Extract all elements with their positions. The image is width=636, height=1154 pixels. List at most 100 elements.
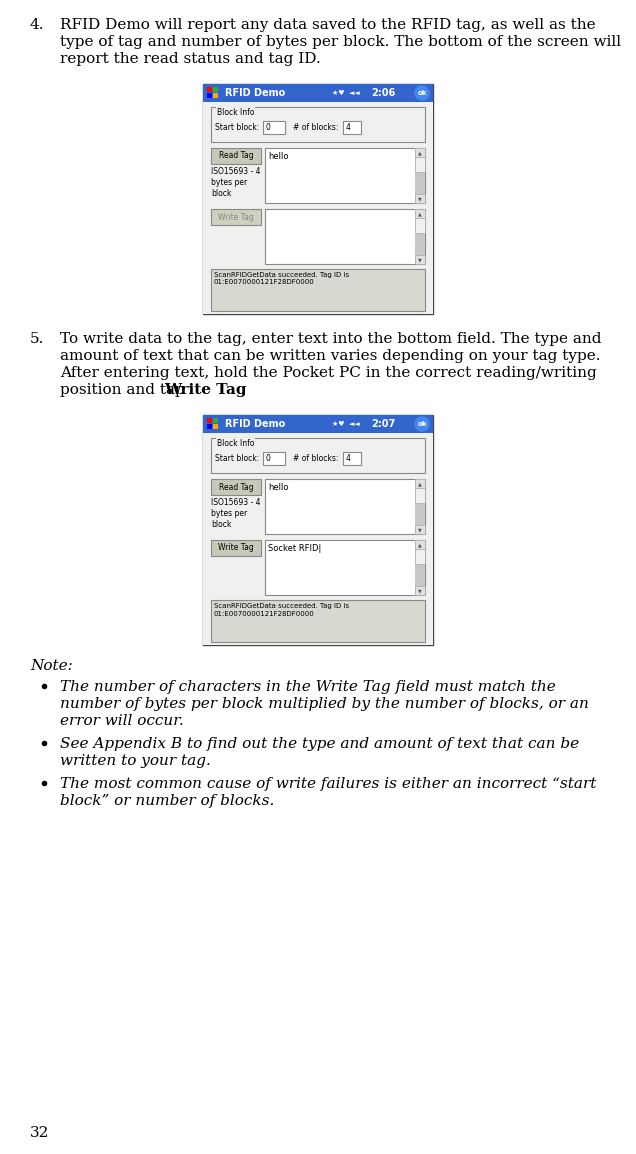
Text: Note:: Note: (30, 659, 73, 673)
FancyBboxPatch shape (265, 209, 425, 264)
FancyBboxPatch shape (211, 540, 261, 556)
Bar (415, 540, 425, 595)
FancyBboxPatch shape (203, 433, 433, 645)
Text: ScanRFIDGetData succeeded. Tag ID is
01:E0070000121F28DF0000: ScanRFIDGetData succeeded. Tag ID is 01:… (214, 604, 349, 616)
Text: type of tag and number of bytes per block. The bottom of the screen will: type of tag and number of bytes per bloc… (60, 35, 621, 48)
Text: ▲: ▲ (418, 481, 422, 486)
Text: 32: 32 (30, 1126, 50, 1140)
Text: 2:06: 2:06 (371, 88, 395, 98)
Text: block” or number of blocks.: block” or number of blocks. (60, 794, 274, 808)
Text: Write Tag: Write Tag (218, 544, 254, 553)
Text: hello: hello (268, 152, 289, 162)
Text: ok: ok (417, 421, 427, 427)
Text: The number of characters in the Write Tag field must match the: The number of characters in the Write Ta… (60, 680, 556, 694)
Bar (415, 488, 425, 503)
Bar (207, 93, 212, 98)
FancyBboxPatch shape (415, 540, 425, 549)
Circle shape (415, 417, 429, 430)
FancyBboxPatch shape (415, 525, 425, 534)
FancyBboxPatch shape (211, 269, 425, 310)
Bar (415, 549, 425, 564)
Text: See Appendix B to find out the type and amount of text that can be: See Appendix B to find out the type and … (60, 737, 579, 751)
Bar (213, 418, 218, 424)
Text: ▲: ▲ (418, 150, 422, 155)
FancyBboxPatch shape (265, 540, 425, 595)
Text: Read Tag: Read Tag (219, 482, 253, 492)
FancyBboxPatch shape (211, 439, 425, 473)
Text: error will occur.: error will occur. (60, 714, 184, 728)
Text: 2:07: 2:07 (371, 419, 395, 429)
FancyBboxPatch shape (265, 148, 425, 203)
Text: RFID Demo: RFID Demo (225, 419, 286, 429)
Text: ▼: ▼ (418, 589, 422, 593)
Text: ScanRFIDGetData succeeded. Tag ID is
01:E0070000121F28DF0000: ScanRFIDGetData succeeded. Tag ID is 01:… (214, 272, 349, 285)
Text: hello: hello (268, 484, 289, 492)
Bar (415, 148, 425, 203)
Bar (213, 87, 218, 92)
Bar (207, 418, 212, 424)
Text: ISO15693 - 4
bytes per
block: ISO15693 - 4 bytes per block (211, 499, 261, 530)
Text: RFID Demo will report any data saved to the RFID tag, as well as the: RFID Demo will report any data saved to … (60, 18, 596, 32)
FancyBboxPatch shape (263, 452, 285, 465)
Bar (415, 479, 425, 534)
FancyBboxPatch shape (211, 479, 261, 495)
Text: 0: 0 (266, 454, 271, 463)
Text: ▲: ▲ (418, 211, 422, 216)
FancyBboxPatch shape (415, 148, 425, 157)
Text: ★♥  ◄◄: ★♥ ◄◄ (332, 90, 359, 96)
Text: 4: 4 (346, 123, 351, 132)
Text: 4: 4 (346, 454, 351, 463)
Bar (207, 87, 212, 92)
Text: 0: 0 (266, 123, 271, 132)
Text: Block Info: Block Info (217, 439, 254, 448)
Text: To write data to the tag, enter text into the bottom field. The type and: To write data to the tag, enter text int… (60, 332, 602, 346)
Text: 4.: 4. (30, 18, 45, 32)
Bar (207, 424, 212, 429)
Text: .: . (230, 383, 234, 397)
FancyBboxPatch shape (203, 415, 433, 645)
Text: After entering text, hold the Pocket PC in the correct reading/writing: After entering text, hold the Pocket PC … (60, 366, 597, 380)
Text: Write Tag: Write Tag (218, 212, 254, 222)
Circle shape (415, 87, 429, 100)
FancyBboxPatch shape (203, 102, 433, 314)
Text: ▲: ▲ (418, 542, 422, 547)
Text: report the read status and tag ID.: report the read status and tag ID. (60, 52, 321, 66)
FancyBboxPatch shape (211, 148, 261, 164)
Bar (213, 93, 218, 98)
Text: ★♥  ◄◄: ★♥ ◄◄ (332, 421, 359, 427)
Text: position and tap: position and tap (60, 383, 190, 397)
Bar (213, 424, 218, 429)
Text: Start block:: Start block: (215, 123, 259, 132)
Text: Read Tag: Read Tag (219, 151, 253, 160)
FancyBboxPatch shape (343, 121, 361, 134)
FancyBboxPatch shape (211, 600, 425, 642)
Text: ▼: ▼ (418, 527, 422, 532)
Text: Write Tag: Write Tag (165, 383, 247, 397)
Text: amount of text that can be written varies depending on your tag type.: amount of text that can be written varie… (60, 349, 600, 364)
FancyBboxPatch shape (343, 452, 361, 465)
FancyBboxPatch shape (203, 84, 433, 314)
FancyBboxPatch shape (263, 121, 285, 134)
Text: Block Info: Block Info (217, 108, 254, 117)
FancyBboxPatch shape (415, 194, 425, 203)
Bar (415, 218, 425, 233)
Text: # of blocks:: # of blocks: (293, 454, 338, 463)
Text: written to your tag.: written to your tag. (60, 754, 211, 769)
Text: The most common cause of write failures is either an incorrect “start: The most common cause of write failures … (60, 777, 597, 790)
FancyBboxPatch shape (415, 209, 425, 218)
FancyBboxPatch shape (415, 586, 425, 595)
Bar (415, 209, 425, 264)
Text: Start block:: Start block: (215, 454, 259, 463)
Text: ISO15693 - 4
bytes per
block: ISO15693 - 4 bytes per block (211, 167, 261, 198)
FancyBboxPatch shape (265, 479, 425, 534)
Bar (415, 157, 425, 172)
Text: ok: ok (417, 90, 427, 96)
FancyBboxPatch shape (203, 84, 433, 102)
Text: 5.: 5. (30, 332, 45, 346)
Text: # of blocks:: # of blocks: (293, 123, 338, 132)
FancyBboxPatch shape (415, 479, 425, 488)
Text: RFID Demo: RFID Demo (225, 88, 286, 98)
FancyBboxPatch shape (203, 415, 433, 433)
Text: ▼: ▼ (418, 257, 422, 262)
FancyBboxPatch shape (211, 209, 261, 225)
